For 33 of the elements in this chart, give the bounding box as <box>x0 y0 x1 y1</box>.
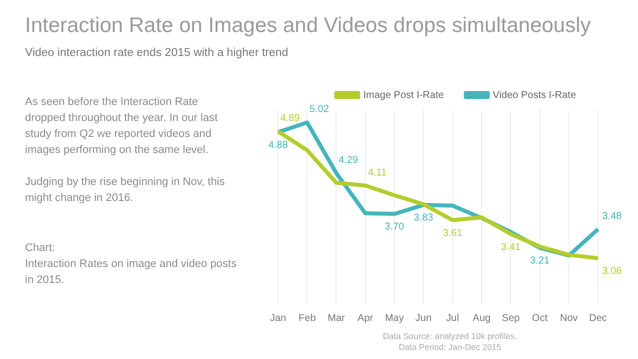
data-label: 4.88 <box>268 140 288 151</box>
text: Judging by the rise beginning in Nov, this might change in 2016. <box>25 175 226 206</box>
source-note: Data Source: analyzed 10k profiles. <box>382 331 518 342</box>
x-tick-label: Oct <box>532 312 548 324</box>
data-label: 4.89 <box>280 113 300 124</box>
data-label: 3.41 <box>501 242 521 253</box>
data-label: 4.11 <box>368 167 388 178</box>
chart-title: Interaction Rate on Images and Videos drops simultaneously <box>25 14 591 38</box>
x-tick-label: Feb <box>298 312 316 324</box>
x-tick-label: Apr <box>358 312 374 324</box>
x-tick-label: Sep <box>502 312 520 324</box>
data-label: 3.48 <box>602 210 622 222</box>
data-label: 3.70 <box>384 222 405 233</box>
text: Chart: Interaction Rates on image and video posts in 2015. <box>25 241 238 288</box>
legend-label: Image Post I-Rate <box>363 90 444 101</box>
data-label: 4.29 <box>338 154 358 166</box>
text: Video interaction rate ends 2015 with a higher trend <box>25 47 288 59</box>
text: As seen before the Interaction Rate dropped throughout the year. In our last study from Q2 we reported videos and images performing on the same level. <box>25 95 219 158</box>
x-tick-label: Dec <box>589 312 607 324</box>
x-tick-label: Mar <box>328 312 346 324</box>
data-label: 5.02 <box>309 104 330 116</box>
data-label: 3.83 <box>414 212 434 224</box>
text: Data Period: Jan-Dec 2015 <box>398 342 502 353</box>
x-tick-label: Jun <box>415 312 432 324</box>
x-tick-label: May <box>384 312 404 324</box>
data-label: 3.21 <box>530 256 550 267</box>
x-tick-label: Jul <box>446 312 459 324</box>
data-label: 3.06 <box>602 266 622 278</box>
x-tick-label: Nov <box>560 312 578 324</box>
x-tick-label: Jan <box>270 312 286 324</box>
legend-label: Video Posts I-Rate <box>492 90 576 101</box>
data-label: 3.61 <box>442 228 463 239</box>
x-tick-label: Aug <box>472 312 491 324</box>
